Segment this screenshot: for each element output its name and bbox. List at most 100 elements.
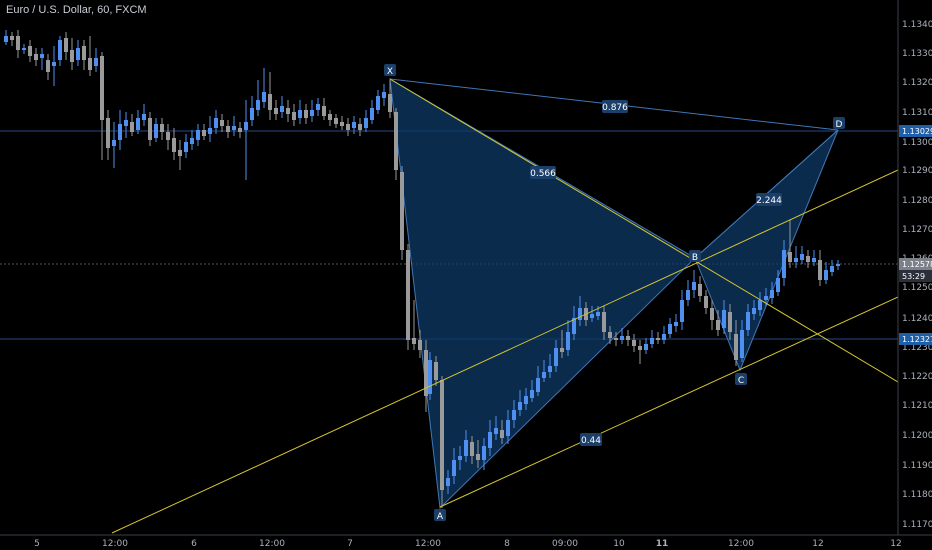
price-axis-tick: 1.13400 bbox=[902, 20, 932, 30]
pattern-triangle-xab bbox=[389, 78, 696, 510]
price-axis-tick: 1.12200 bbox=[902, 372, 932, 382]
candle bbox=[548, 354, 552, 378]
candle bbox=[370, 100, 374, 124]
candle bbox=[322, 98, 326, 120]
candle bbox=[710, 300, 714, 330]
candle bbox=[734, 320, 738, 366]
candle bbox=[650, 330, 654, 348]
time-axis-tick: 6 bbox=[191, 539, 197, 549]
candle bbox=[130, 114, 134, 136]
candle bbox=[34, 48, 38, 66]
candle bbox=[64, 32, 68, 60]
time-axis-tick: 09:00 bbox=[552, 539, 578, 549]
candle bbox=[722, 300, 726, 334]
candle bbox=[202, 124, 206, 140]
candle bbox=[334, 114, 338, 128]
chart-title: Euro / U.S. Dollar, 60, FXCM bbox=[6, 4, 147, 16]
candle bbox=[388, 80, 392, 118]
candle bbox=[770, 282, 774, 304]
candle bbox=[560, 330, 564, 358]
point-label-a: A bbox=[437, 512, 444, 522]
candle bbox=[412, 300, 416, 350]
candle bbox=[28, 40, 32, 62]
candle bbox=[752, 300, 756, 320]
candle bbox=[668, 318, 672, 338]
price-axis-tick: 1.12700 bbox=[902, 225, 932, 235]
candle bbox=[608, 326, 612, 344]
countdown-tag bbox=[899, 270, 932, 282]
candle bbox=[494, 416, 498, 440]
candle bbox=[812, 250, 816, 266]
candle bbox=[70, 38, 74, 70]
candle bbox=[124, 112, 128, 138]
candle bbox=[518, 390, 522, 416]
price-tag-1-13029-text: 1.13029 bbox=[902, 127, 932, 136]
price-tag-current bbox=[899, 258, 932, 270]
candle bbox=[656, 332, 660, 344]
point-label-d: D bbox=[836, 120, 843, 130]
trendline-lower bbox=[439, 296, 899, 508]
price-axis-tick: 1.13300 bbox=[902, 49, 932, 59]
candle bbox=[542, 360, 546, 382]
time-axis-tick: 11 bbox=[656, 539, 669, 549]
ratio-label-xb: 0.566 bbox=[530, 169, 556, 179]
candle bbox=[638, 340, 642, 364]
candle bbox=[602, 306, 606, 340]
candle bbox=[620, 328, 624, 344]
candle bbox=[476, 440, 480, 468]
point-label-c: C bbox=[738, 376, 744, 386]
candle bbox=[40, 48, 44, 70]
price-axis-tick: 1.11700 bbox=[902, 520, 932, 530]
candle bbox=[662, 326, 666, 344]
candle bbox=[482, 438, 486, 470]
trendlines[interactable] bbox=[111, 78, 899, 534]
candle bbox=[106, 110, 110, 160]
candle bbox=[806, 250, 810, 268]
time-axis-tick: 12:00 bbox=[728, 539, 754, 549]
candle bbox=[824, 262, 828, 284]
time-axis-tick: 12:00 bbox=[259, 539, 285, 549]
time-axis-tick: 10 bbox=[613, 539, 625, 549]
candle bbox=[88, 36, 92, 76]
candle bbox=[232, 116, 236, 136]
candle bbox=[740, 320, 744, 362]
candle bbox=[572, 306, 576, 340]
candle bbox=[250, 96, 254, 126]
candle bbox=[22, 44, 26, 54]
time-axis[interactable]: 5 12:00 6 12:00 7 12:00 8 09:00 10 11 12:00 12 12 bbox=[0, 534, 932, 549]
price-axis[interactable]: 1.13400 1.13300 1.13200 1.13100 1.13000 1.129… bbox=[897, 0, 932, 550]
candle bbox=[698, 276, 702, 302]
candle bbox=[310, 100, 314, 122]
ratio-label-bd: 2.244 bbox=[756, 196, 782, 206]
candle bbox=[818, 250, 822, 286]
candle bbox=[830, 260, 834, 276]
time-axis-tick: 12:00 bbox=[102, 539, 128, 549]
time-axis-tick: 12 bbox=[812, 539, 823, 549]
candle bbox=[428, 352, 432, 400]
candle bbox=[178, 140, 182, 170]
price-axis-tick: 1.13200 bbox=[902, 78, 932, 88]
candle bbox=[148, 112, 152, 146]
candle bbox=[512, 400, 516, 428]
candle bbox=[100, 52, 104, 160]
price-axis-tick: 1.12000 bbox=[902, 431, 932, 441]
candle bbox=[58, 36, 62, 66]
candle bbox=[566, 320, 570, 356]
candle bbox=[788, 220, 792, 268]
candle bbox=[506, 410, 510, 444]
candle bbox=[458, 446, 462, 470]
candle bbox=[644, 338, 648, 354]
point-label-x: X bbox=[387, 67, 393, 77]
candle bbox=[166, 124, 170, 150]
candle bbox=[196, 124, 200, 146]
candle bbox=[692, 270, 696, 298]
candle bbox=[304, 104, 308, 124]
time-axis-tick: 12:00 bbox=[415, 539, 441, 549]
time-axis-tick: 8 bbox=[504, 539, 510, 549]
candle bbox=[226, 120, 230, 138]
candle bbox=[286, 100, 290, 122]
candle bbox=[716, 310, 720, 336]
candle bbox=[142, 104, 146, 126]
candle bbox=[776, 270, 780, 296]
